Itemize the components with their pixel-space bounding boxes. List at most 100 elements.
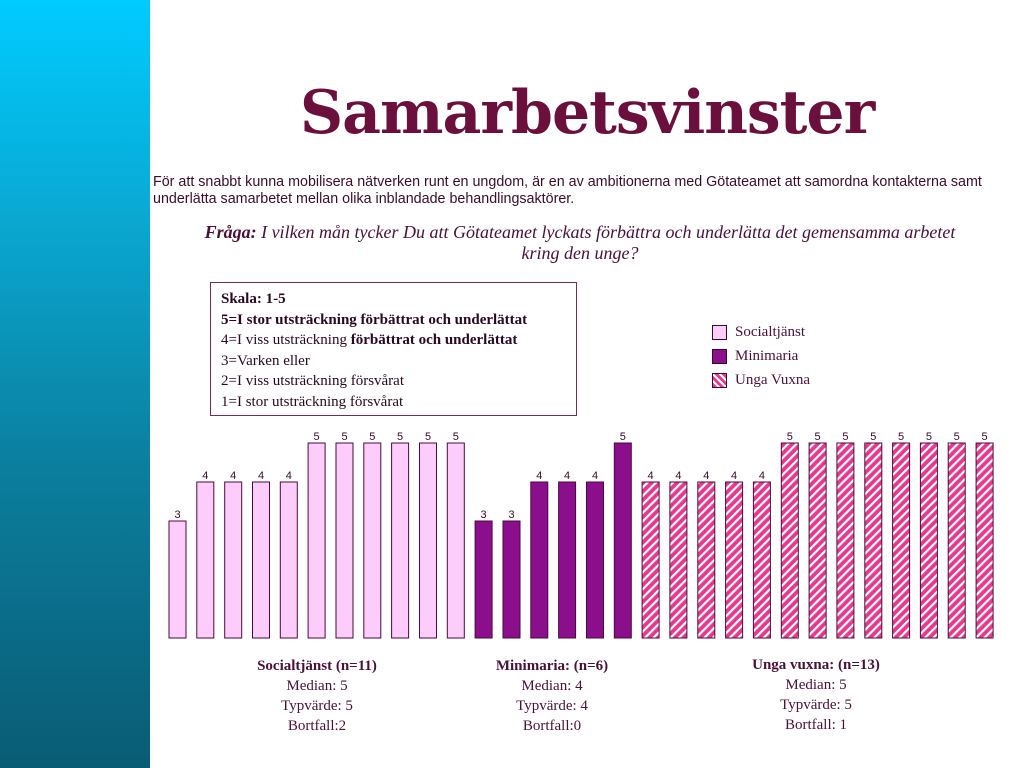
bar <box>975 442 994 639</box>
bar-value-label: 4 <box>286 470 292 482</box>
bar-value-label: 4 <box>703 470 709 482</box>
bar-value-label: 5 <box>870 431 876 443</box>
bar <box>530 481 549 639</box>
bar <box>168 520 187 639</box>
bar-value-label: 5 <box>954 431 960 443</box>
bar-value-label: 5 <box>926 431 932 443</box>
bar <box>808 442 827 639</box>
bar <box>947 442 966 639</box>
scale-line-5: 5=I stor utsträckning förbättrat och und… <box>221 311 528 328</box>
bar-value-label: 5 <box>397 431 403 443</box>
legend-label-minimaria: Minimaria <box>735 347 799 364</box>
chart-legend: Socialtjänst Minimaria Unga Vuxna <box>712 320 810 392</box>
scale-line-4-plain: 4=I viss utsträckning <box>221 332 351 348</box>
scale-line-4-bold: förbättrat och underlättat <box>350 332 518 348</box>
slide-title: Samarbetsvinster <box>299 78 875 148</box>
bar-value-label: 5 <box>425 431 431 443</box>
bar-value-label: 5 <box>314 431 320 443</box>
stats-bortfall: Bortfall:2 <box>287 718 347 734</box>
bar <box>363 442 382 639</box>
bar-value-label: 4 <box>230 470 236 482</box>
legend-swatch-minimaria <box>712 348 727 364</box>
bar <box>752 481 771 639</box>
bar-value-label: 3 <box>481 509 487 521</box>
legend-swatch-socialtjanst <box>712 324 727 340</box>
bar-value-label: 5 <box>982 431 988 443</box>
bar <box>335 442 354 639</box>
stats-heading: Unga vuxna: (n=13) <box>752 657 880 673</box>
bar-value-label: 4 <box>648 470 654 482</box>
legend-label-socialtjanst: Socialtjänst <box>735 323 805 340</box>
scale-line-3: 3=Varken eller <box>221 352 310 369</box>
legend-label-unga-vuxna: Unga Vuxna <box>735 371 811 388</box>
bar-value-label: 5 <box>369 431 375 443</box>
bar-value-label: 4 <box>202 470 208 482</box>
bar <box>697 481 716 639</box>
bar <box>586 481 604 639</box>
bar <box>558 481 577 639</box>
bar <box>419 442 437 639</box>
intro-text: För att snabbt kunna mobilisera nätverke… <box>153 174 982 207</box>
stats-bortfall: Bortfall: 1 <box>784 717 848 733</box>
bar <box>892 442 911 639</box>
bar <box>780 442 799 639</box>
question: Fråga: I vilken mån tycker Du att Götate… <box>190 222 970 264</box>
scale-box: Skala: 1-5 5=I stor utsträckning förbätt… <box>210 282 577 416</box>
bar <box>613 442 632 639</box>
bar <box>474 520 493 639</box>
bar <box>864 442 883 639</box>
bar-value-label: 4 <box>536 470 542 482</box>
question-label: Fråga: <box>204 222 257 242</box>
bar-value-label: 4 <box>564 470 570 482</box>
stats-typvarde: Typvärde: 4 <box>516 698 588 714</box>
bar-value-label: 5 <box>620 431 626 443</box>
bar <box>669 481 688 639</box>
bar <box>224 481 243 639</box>
bar <box>391 442 410 639</box>
legend-item-unga-vuxna: Unga Vuxna <box>712 368 810 392</box>
bar <box>641 481 660 639</box>
stats-minimaria: Minimaria: (n=6) Median: 4 Typvärde: 4 B… <box>452 656 652 736</box>
question-text: I vilken mån tycker Du att Götateamet ly… <box>261 222 956 263</box>
stats-median: Median: 5 <box>785 677 847 693</box>
stats-typvarde: Typvärde: 5 <box>281 698 353 714</box>
scale-line-2: 2=I viss utsträckning försvårat <box>221 373 405 389</box>
scale-line-1: 1=I stor utsträckning försvårat <box>221 393 404 410</box>
bar-value-label: 4 <box>675 470 681 482</box>
legend-item-socialtjanst: Socialtjänst <box>712 320 810 344</box>
bar-value-label: 5 <box>787 431 793 443</box>
bar-value-label: 4 <box>592 470 598 482</box>
bar <box>307 442 326 639</box>
bar <box>919 442 938 639</box>
legend-swatch-unga-vuxna <box>712 372 727 388</box>
bar-value-label: 4 <box>759 470 765 482</box>
bar-value-label: 4 <box>258 470 264 482</box>
bar <box>196 481 215 639</box>
bar-value-label: 5 <box>341 431 347 443</box>
stats-heading: Minimaria: (n=6) <box>495 658 609 674</box>
bar <box>252 481 270 639</box>
bar <box>836 442 855 639</box>
stats-socialtjanst: Socialtjänst (n=11) Median: 5 Typvärde: … <box>217 656 417 736</box>
stats-median: Median: 5 <box>286 678 348 694</box>
bar-value-label: 5 <box>453 431 459 443</box>
scale-line-4: 4=I viss utsträckning förbättrat och und… <box>221 330 576 351</box>
bar <box>446 442 465 639</box>
stats-heading: Socialtjänst (n=11) <box>257 658 377 674</box>
bar-value-label: 4 <box>731 470 737 482</box>
stats-unga-vuxna: Unga vuxna: (n=13) Median: 5 Typvärde: 5… <box>716 655 916 735</box>
scale-heading: Skala: 1-5 <box>221 291 286 307</box>
bar-value-label: 5 <box>898 431 904 443</box>
bar-value-label: 5 <box>815 431 821 443</box>
stats-bortfall: Bortfall:0 <box>522 718 582 734</box>
bar-value-label: 3 <box>508 509 514 521</box>
bar-value-label: 3 <box>174 509 180 521</box>
stats-median: Median: 4 <box>521 678 583 694</box>
bar-value-label: 5 <box>842 431 848 443</box>
bar <box>502 520 521 639</box>
bar <box>725 481 744 639</box>
side-gradient-band <box>0 0 150 768</box>
stats-typvarde: Typvärde: 5 <box>780 697 852 713</box>
bar <box>279 481 298 639</box>
